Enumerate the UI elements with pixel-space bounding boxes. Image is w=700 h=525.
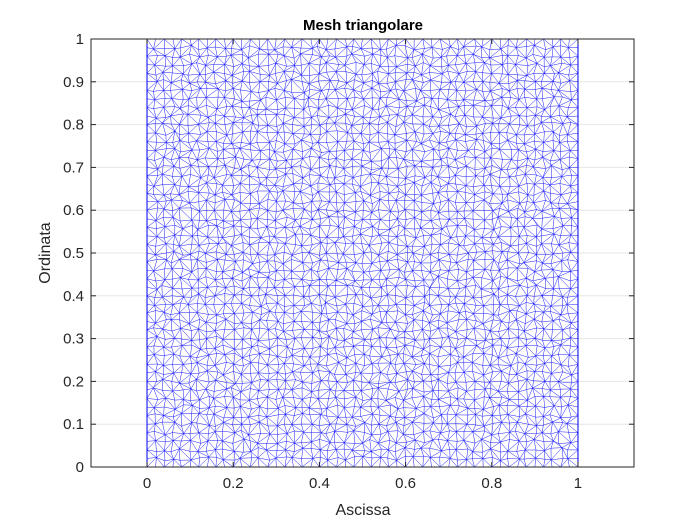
y-tick-label: 0.3 [63, 331, 84, 348]
y-tick-label: 0.5 [63, 245, 84, 262]
y-tick-label: 0.8 [63, 117, 84, 134]
tick-labels: 0 0.2 0.4 0.6 0.8 1 0 0.1 0.2 0.3 0.4 0.5 0.6 0.7 0.8 0… [63, 31, 582, 492]
x-tick-label: 0.4 [309, 475, 330, 492]
y-tick-label: 0.9 [63, 74, 84, 91]
y-tick-label: 0.7 [63, 159, 84, 176]
y-tick-label: 0 [76, 459, 84, 476]
y-tick-label: 0.1 [63, 416, 84, 433]
y-axis-label: Ordinata [37, 222, 54, 283]
y-tick-label: 0.6 [63, 202, 84, 219]
x-tick-label: 0.6 [395, 475, 416, 492]
x-axis-label: Ascissa [335, 502, 390, 519]
x-tick-label: 0 [143, 475, 151, 492]
x-tick-label: 0.2 [223, 475, 244, 492]
chart-title: Mesh triangolare [303, 17, 423, 34]
x-tick-label: 1 [574, 475, 582, 492]
x-tick-label: 0.8 [481, 475, 502, 492]
y-tick-label: 0.4 [63, 288, 84, 305]
axes [90, 38, 635, 468]
y-tick-label: 1 [76, 31, 84, 48]
y-tick-label: 0.2 [63, 373, 84, 390]
